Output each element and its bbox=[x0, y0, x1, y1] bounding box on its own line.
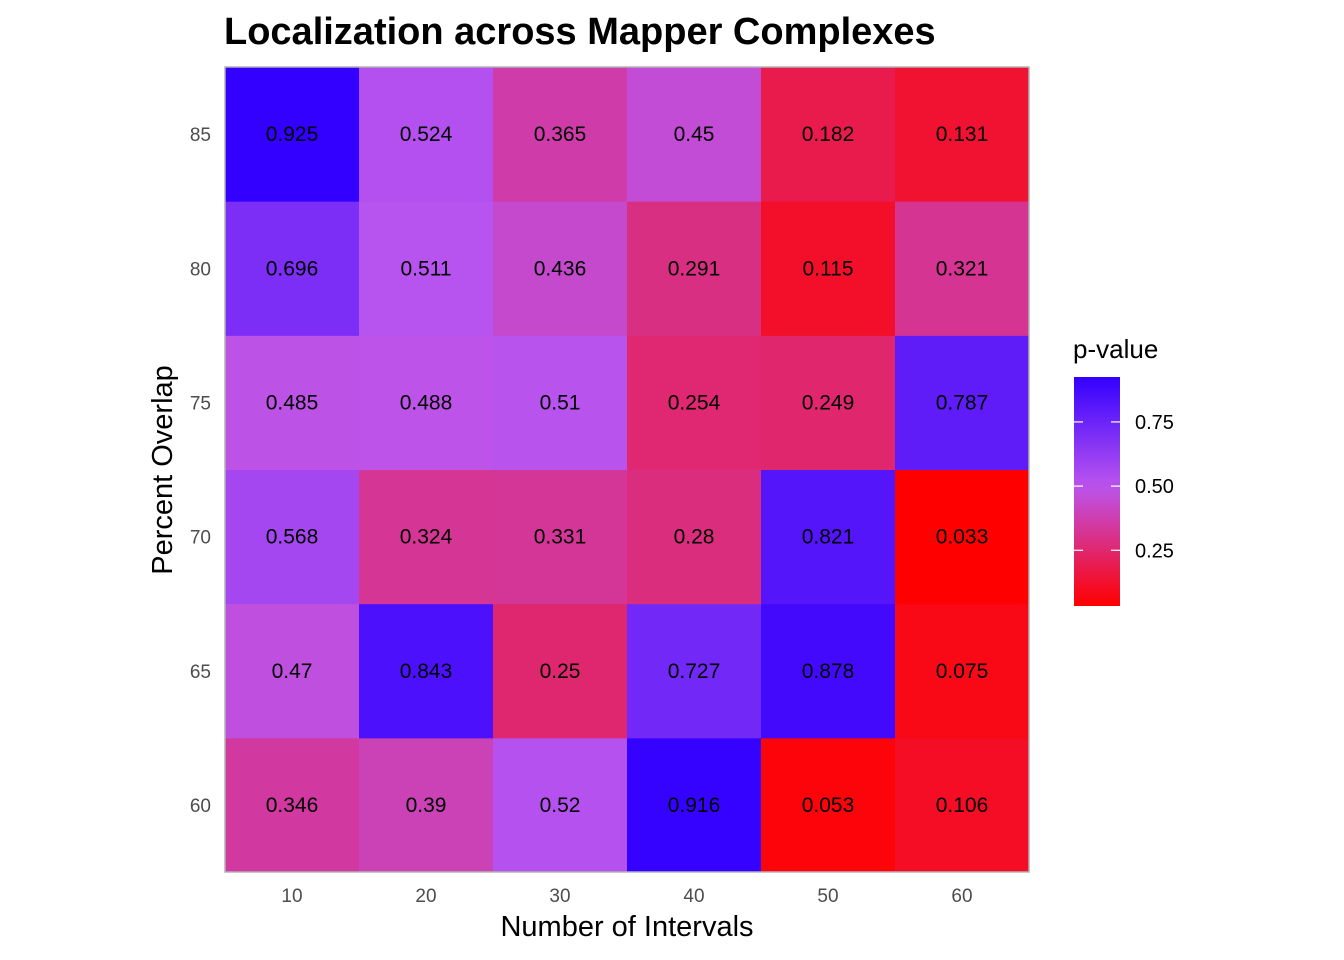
cell-value-label: 0.033 bbox=[936, 526, 989, 549]
cell-value-label: 0.511 bbox=[401, 257, 452, 280]
cell-value-label: 0.787 bbox=[936, 391, 989, 414]
y-tick-label: 85 bbox=[190, 125, 211, 146]
y-tick-label: 65 bbox=[190, 662, 211, 683]
cell-value-label: 0.51 bbox=[540, 391, 581, 414]
x-tick-label: 60 bbox=[951, 886, 972, 907]
legend-title: p-value bbox=[1073, 334, 1158, 364]
cell-value-label: 0.47 bbox=[272, 660, 313, 683]
heatmap-cell-x10-y65 bbox=[225, 603, 360, 739]
heatmap-cell-x30-y70 bbox=[493, 469, 628, 605]
heatmap-cell-x30-y60 bbox=[493, 737, 628, 873]
y-tick-label: 70 bbox=[190, 528, 211, 549]
heatmap-cell-x60-y65 bbox=[895, 603, 1030, 739]
plot-border bbox=[224, 66, 1030, 873]
heatmap-cells: 0.346 0.39 0.52 0.916 0.053 0.106 0.47 0.843 0.2… bbox=[225, 67, 1030, 873]
cell-value-label: 0.115 bbox=[803, 257, 854, 280]
cell-value-label: 0.488 bbox=[400, 391, 453, 414]
cell-value-label: 0.843 bbox=[400, 660, 453, 683]
heatmap-cell-x50-y70 bbox=[761, 469, 896, 605]
heatmap-cell-x20-y70 bbox=[359, 469, 494, 605]
heatmap-cell-x50-y80 bbox=[761, 201, 896, 336]
cell-value-label: 0.436 bbox=[534, 257, 587, 280]
heatmap-cell-x40-y85 bbox=[627, 67, 762, 202]
heatmap-cell-x20-y80 bbox=[359, 201, 494, 336]
heatmap-cell-x40-y60 bbox=[627, 737, 762, 873]
y-axis-ticks: 60 65 70 75 80 85 bbox=[190, 125, 211, 817]
heatmap-cell-x10-y70 bbox=[225, 469, 360, 605]
cell-value-label: 0.485 bbox=[266, 391, 319, 414]
heatmap-cell-x10-y75 bbox=[225, 335, 360, 470]
y-tick-label: 60 bbox=[190, 796, 211, 817]
x-tick-label: 10 bbox=[281, 886, 302, 907]
cell-value-label: 0.727 bbox=[668, 660, 721, 683]
legend-tick-label: 0.50 bbox=[1135, 476, 1174, 498]
cell-value-label: 0.075 bbox=[936, 660, 989, 683]
x-tick-label: 20 bbox=[415, 886, 436, 907]
heatmap-cell-x20-y85 bbox=[359, 67, 494, 202]
heatmap-cell-x30-y85 bbox=[493, 67, 628, 202]
heatmap-cell-x60-y85 bbox=[895, 67, 1030, 202]
cell-value-label: 0.696 bbox=[266, 257, 319, 280]
cell-value-label: 0.324 bbox=[400, 526, 453, 549]
cell-value-label: 0.568 bbox=[266, 526, 319, 549]
cell-value-label: 0.45 bbox=[674, 123, 715, 146]
cell-value-label: 0.39 bbox=[406, 794, 447, 817]
heatmap-cell-x50-y85 bbox=[761, 67, 896, 202]
cell-value-label: 0.925 bbox=[266, 123, 319, 146]
cell-value-label: 0.25 bbox=[540, 660, 581, 683]
cell-value-label: 0.916 bbox=[668, 794, 721, 817]
x-axis-ticks: 10 20 30 40 50 60 bbox=[281, 886, 972, 907]
legend-colorbar bbox=[1074, 377, 1120, 606]
cell-value-label: 0.878 bbox=[802, 660, 855, 683]
y-axis-title: Percent Overlap bbox=[147, 365, 179, 575]
heatmap-cell-x10-y85 bbox=[225, 67, 360, 202]
cell-value-label: 0.524 bbox=[400, 123, 453, 146]
cell-value-label: 0.821 bbox=[802, 526, 855, 549]
x-tick-label: 30 bbox=[549, 886, 570, 907]
x-tick-label: 40 bbox=[683, 886, 704, 907]
cell-value-label: 0.254 bbox=[668, 391, 721, 414]
cell-value-label: 0.346 bbox=[266, 794, 319, 817]
cell-value-label: 0.106 bbox=[936, 794, 989, 817]
cell-value-label: 0.182 bbox=[802, 123, 855, 146]
x-axis-title: Number of Intervals bbox=[500, 911, 753, 943]
y-tick-label: 80 bbox=[190, 259, 211, 280]
heatmap-cell-x60-y60 bbox=[895, 737, 1030, 873]
cell-value-label: 0.28 bbox=[674, 526, 715, 549]
chart-title: Localization across Mapper Complexes bbox=[224, 11, 936, 53]
cell-value-label: 0.053 bbox=[802, 794, 855, 817]
cell-value-label: 0.131 bbox=[936, 123, 989, 146]
color-legend: p-value 0.25 0.50 0.75 bbox=[1073, 334, 1174, 606]
heatmap-cell-x30-y80 bbox=[493, 201, 628, 336]
legend-tick-label: 0.25 bbox=[1135, 540, 1174, 562]
heatmap-cell-x30-y65 bbox=[493, 603, 628, 739]
y-tick-label: 75 bbox=[190, 393, 211, 414]
heatmap-cell-x60-y75 bbox=[895, 335, 1030, 470]
heatmap-cell-x40-y80 bbox=[627, 201, 762, 336]
cell-value-label: 0.291 bbox=[668, 257, 721, 280]
legend-ticks: 0.25 0.50 0.75 bbox=[1074, 412, 1174, 562]
heatmap-cell-x30-y75 bbox=[493, 335, 628, 470]
heatmap-cell-x40-y70 bbox=[627, 469, 762, 605]
heatmap-cell-x50-y75 bbox=[761, 335, 896, 470]
heatmap-cell-x20-y60 bbox=[359, 737, 494, 873]
x-tick-label: 50 bbox=[817, 886, 838, 907]
heatmap-cell-x10-y80 bbox=[225, 201, 360, 336]
cell-value-label: 0.365 bbox=[534, 123, 587, 146]
cell-value-label: 0.249 bbox=[802, 391, 855, 414]
heatmap-cell-x50-y60 bbox=[761, 737, 896, 873]
heatmap-cell-x60-y70 bbox=[895, 469, 1030, 605]
heatmap-cell-x10-y60 bbox=[225, 737, 360, 873]
heatmap-cell-x50-y65 bbox=[761, 603, 896, 739]
heatmap-cell-x20-y65 bbox=[359, 603, 494, 739]
heatmap-cell-x40-y75 bbox=[627, 335, 762, 470]
cell-value-label: 0.321 bbox=[936, 257, 989, 280]
legend-tick-label: 0.75 bbox=[1135, 412, 1174, 434]
cell-value-label: 0.52 bbox=[540, 794, 581, 817]
heatmap-cell-x60-y80 bbox=[895, 201, 1030, 336]
heatmap-cell-x40-y65 bbox=[627, 603, 762, 739]
heatmap-cell-x20-y75 bbox=[359, 335, 494, 470]
cell-value-label: 0.331 bbox=[534, 526, 587, 549]
